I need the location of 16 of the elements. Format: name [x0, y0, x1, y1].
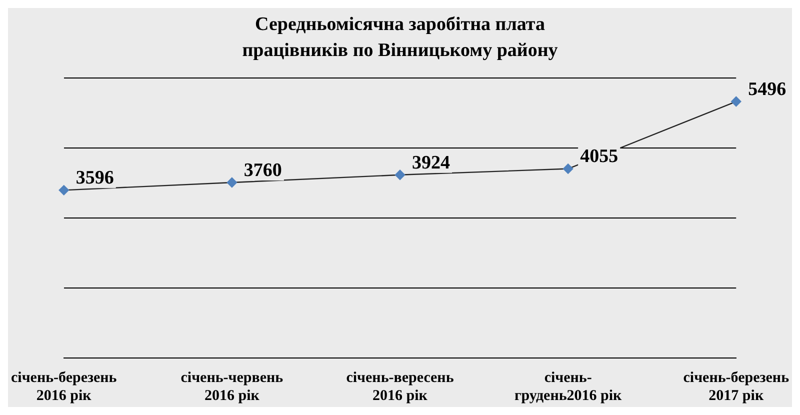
x-tick-label: січень-березень 2017 рік — [683, 370, 790, 404]
data-label: 4055 — [580, 146, 618, 168]
point — [226, 177, 238, 188]
x-tick-label: січень-червень 2016 рік — [180, 370, 284, 404]
x-tick-label: січень-грудень2016 рік — [514, 370, 622, 404]
x-tick-label: січень-вересень 2016 рік — [346, 370, 454, 404]
point — [58, 185, 69, 196]
chart-title: Середньомісячна заробітна плата працівників по Вінницькому району — [241, 13, 559, 63]
data-label: 3596 — [76, 168, 114, 189]
point — [731, 96, 742, 107]
data-label: 3760 — [244, 160, 282, 181]
point — [394, 170, 406, 180]
point — [562, 164, 574, 174]
data-label: 5496 — [748, 78, 786, 100]
x-tick-label: січень-березень 2016 рік — [11, 370, 117, 404]
data-label: 3924 — [412, 152, 450, 174]
